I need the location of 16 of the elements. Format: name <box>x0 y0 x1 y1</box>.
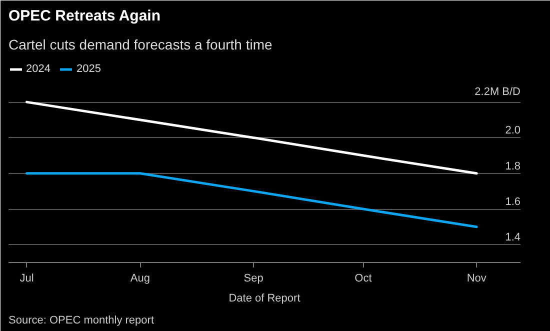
x-tick-label: Oct <box>354 272 372 284</box>
x-tick-label: Aug <box>130 272 150 284</box>
x-axis-title: Date of Report <box>228 292 300 304</box>
legend-label: 2025 <box>76 63 101 75</box>
y-tick-label: 2.2M B/D <box>474 86 521 98</box>
y-tick-label: 1.8 <box>505 160 521 172</box>
y-tick-label: 1.4 <box>505 232 521 244</box>
x-tick-label: Jul <box>20 272 34 284</box>
legend-label: 2024 <box>26 63 50 75</box>
chart-title: OPEC Retreats Again <box>8 8 160 24</box>
x-tick-label: Nov <box>466 272 487 284</box>
source-note: Source: OPEC monthly report <box>8 314 154 326</box>
y-tick-label: 1.6 <box>505 196 521 208</box>
y-tick-label: 2.0 <box>505 124 521 137</box>
chart-subtitle: Cartel cuts demand forecasts a fourth time <box>8 36 272 52</box>
x-tick-label: Sep <box>244 272 264 284</box>
